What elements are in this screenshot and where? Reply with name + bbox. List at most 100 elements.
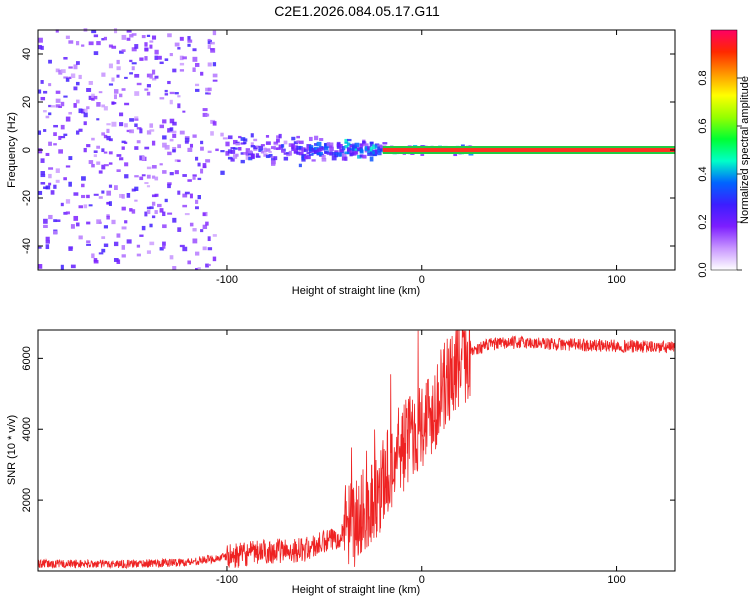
colorbar-tick-label: 0.6 (697, 118, 709, 133)
spectrogram-cell (346, 148, 351, 152)
spectrogram-cell (81, 183, 85, 188)
spectrogram-cell (93, 154, 97, 158)
spectrogram-cell (260, 144, 265, 147)
spectrogram-cell (281, 144, 285, 148)
spectrogram-cell (286, 152, 291, 155)
spectrogram-cell (73, 192, 79, 196)
spectrogram-cell (273, 147, 279, 150)
spectrogram-cell (50, 190, 55, 195)
spectrogram-cell (83, 108, 88, 112)
spectrogram-cell (101, 236, 106, 239)
spectrogram-cell (116, 233, 121, 238)
spectrogram-cell (159, 97, 165, 100)
spectrogram-cell (146, 130, 152, 135)
spectrogram-cell (141, 174, 146, 177)
spectrogram-cell (131, 66, 135, 71)
spectrogram-cell (359, 148, 364, 153)
spectrogram-cell (48, 173, 52, 179)
spectrogram-cell (55, 68, 60, 73)
spectrogram-cell (121, 206, 126, 211)
spectrogram-cell (116, 66, 121, 71)
spectrogram-cell (369, 156, 374, 162)
spectrogram-cell (220, 150, 225, 153)
spectrogram-cell (192, 174, 197, 177)
spectrogram-cell (258, 149, 263, 152)
spectrogram-cell (111, 45, 117, 49)
spectrogram-cell (359, 154, 364, 158)
spectrogram-cell (314, 135, 319, 141)
spectrogram-cell (136, 82, 142, 86)
spectrogram-cell (306, 152, 311, 155)
snr-x-ticks: -100 0 100 (216, 330, 626, 586)
spectrogram-cell (106, 202, 110, 205)
spectrogram-cell (134, 44, 139, 49)
spectrogram-cell (349, 152, 355, 156)
spectrogram-cell (192, 177, 196, 180)
spectrogram-cell (207, 44, 211, 49)
spectrogram-cell (60, 101, 65, 107)
spectrogram-cell (182, 56, 187, 60)
spectrogram-cell (98, 170, 103, 174)
spectrogram-cell (121, 34, 127, 40)
spectrogram-cell (167, 151, 172, 156)
spectrogram-cell (195, 206, 199, 210)
spectrogram-cell (119, 157, 124, 161)
spectrogram-cell (238, 135, 242, 139)
spectrogram-cell (106, 123, 111, 126)
spectrogram-cell (243, 141, 247, 145)
spectrogram-cell (78, 128, 83, 132)
spectrogram-cell (134, 199, 138, 202)
spectrogram-cell (200, 229, 204, 233)
spectrogram-cell (265, 148, 271, 152)
spectrogram-cell (159, 208, 164, 213)
spectrogram-cell (149, 40, 154, 43)
spectrogram-cell (306, 144, 312, 149)
spectrogram-cell (202, 112, 208, 117)
spectrogram-cell (177, 103, 181, 109)
spectrogram-cell (68, 246, 73, 251)
spectrogram-cell (367, 152, 373, 156)
spectrogram-cell (43, 129, 47, 132)
spectrogram-cell (38, 37, 43, 43)
spectrogram-cell (103, 164, 109, 167)
spectrogram-cell (308, 153, 314, 156)
spectrogram-cell (151, 140, 156, 146)
x-tick-label: -100 (216, 274, 238, 286)
spectrogram-cell (108, 138, 113, 142)
spectrogram-cell (189, 143, 194, 148)
spectrogram-cell (91, 30, 97, 34)
spectrogram-cell (55, 219, 61, 222)
spectrogram-cell (101, 72, 106, 77)
spectrogram-cell (167, 184, 171, 189)
spectrogram-cell (53, 219, 57, 223)
spectrogram-cell (154, 55, 158, 60)
spectrogram-cell (50, 105, 56, 108)
spectrogram-cell (144, 146, 150, 150)
spectrogram-cell (240, 142, 246, 145)
spectrogram-cell (265, 154, 270, 159)
spectrogram-cell (116, 259, 121, 264)
spectrogram-cell (346, 143, 352, 147)
spectrogram-cell (131, 47, 137, 52)
spectrogram-cell (268, 150, 272, 154)
spectrogram-cell (108, 162, 113, 165)
spectrogram-cell (293, 149, 298, 154)
spectrogram-cell (195, 156, 199, 161)
spectrogram-cell (146, 185, 151, 188)
spectrogram-cell (314, 149, 319, 154)
spectrogram-cell (38, 130, 42, 135)
spectrogram-x-label: Height of straight line (km) (292, 285, 420, 297)
spectrogram-cell (96, 145, 101, 149)
spectrogram-cell (53, 230, 58, 235)
spectrogram-cell (162, 170, 167, 174)
spectrogram-cell (101, 132, 105, 136)
spectrogram-cell (70, 264, 76, 269)
spectrogram-cell (306, 154, 311, 160)
spectrogram-cell (164, 58, 169, 61)
spectrogram-cell (265, 135, 270, 138)
spectrogram-cell (91, 137, 95, 141)
spectrogram-cell (48, 182, 52, 186)
spectrogram-cell (40, 158, 45, 163)
spectrogram-cell (119, 122, 124, 127)
spectrogram-cell (172, 266, 177, 270)
